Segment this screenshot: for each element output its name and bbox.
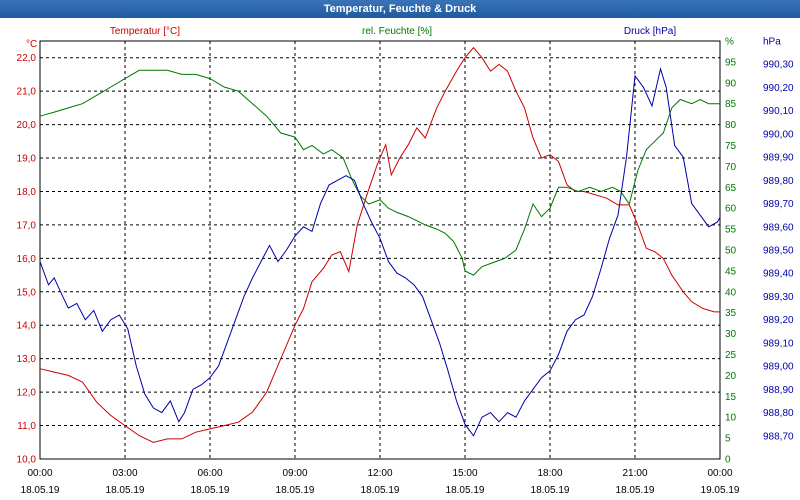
temperature-tick-label: 10,0 xyxy=(17,455,37,466)
humidity-tick-label: 90 xyxy=(725,78,737,89)
pressure-axis-title: Druck [hPa] xyxy=(624,26,676,37)
humidity-tick-label: 40 xyxy=(725,287,737,298)
humidity-tick-label: 25 xyxy=(725,350,737,361)
pressure-tick-label: 989,40 xyxy=(763,269,794,280)
x-tick-date: 18.05.19 xyxy=(276,485,315,496)
humidity-tick-label: 20 xyxy=(725,371,737,382)
humidity-tick-label: 50 xyxy=(725,246,737,257)
temperature-tick-label: 20,0 xyxy=(17,120,37,131)
tick-labels: 00:00 18.05.19 03:00 18.05.19 06:00 18.05.19 0… xyxy=(17,37,794,497)
temperature-tick-label: 13,0 xyxy=(17,354,37,365)
humidity-tick-label: 65 xyxy=(725,183,737,194)
pressure-tick-label: 989,90 xyxy=(763,153,794,164)
pressure-tick-label: 988,80 xyxy=(763,408,794,419)
pressure-tick-label: 989,10 xyxy=(763,338,794,349)
x-tick-time: 00:00 xyxy=(27,468,52,479)
window-title: Temperatur, Feuchte & Druck xyxy=(0,0,800,18)
x-tick-time: 12:00 xyxy=(367,468,392,479)
x-tick-time: 15:00 xyxy=(452,468,477,479)
pressure-tick-label: 989,60 xyxy=(763,222,794,233)
x-tick-time: 06:00 xyxy=(197,468,222,479)
humidity-tick-label: 85 xyxy=(725,99,737,110)
x-tick-date: 18.05.19 xyxy=(106,485,145,496)
pressure-tick-label: 988,90 xyxy=(763,385,794,396)
humidity-series-line xyxy=(39,69,720,276)
humidity-tick-label: 0 xyxy=(725,455,731,466)
temperature-unit-label: °C xyxy=(26,39,37,50)
humidity-tick-label: 80 xyxy=(725,120,737,131)
pressure-tick-label: 989,00 xyxy=(763,362,794,373)
x-tick-date: 18.05.19 xyxy=(21,485,60,496)
x-tick-time: 00:00 xyxy=(707,468,732,479)
pressure-tick-label: 990,00 xyxy=(763,129,794,140)
axis-titles: Temperatur [°C] rel. Feuchte [%] Druck [… xyxy=(26,26,676,50)
plot-border xyxy=(39,40,721,460)
x-tick-date: 19.05.19 xyxy=(701,485,740,496)
humidity-tick-label: 5 xyxy=(725,434,731,445)
pressure-tick-label: 989,50 xyxy=(763,246,794,257)
pressure-tick-label: hPa xyxy=(763,37,781,48)
humidity-tick-label: 60 xyxy=(725,204,737,215)
temperature-tick-label: 21,0 xyxy=(17,87,37,98)
humidity-tick-label: 30 xyxy=(725,329,737,340)
temperature-tick-label: 14,0 xyxy=(17,321,37,332)
x-tick-date: 18.05.19 xyxy=(616,485,655,496)
temperature-tick-label: 19,0 xyxy=(17,154,37,165)
temperature-tick-label: 11,0 xyxy=(17,421,36,432)
temperature-tick-label: 18,0 xyxy=(17,187,37,198)
x-tick-date: 18.05.19 xyxy=(361,485,400,496)
series-lines xyxy=(39,46,721,443)
pressure-tick-label: 988,70 xyxy=(763,431,794,442)
temperature-tick-label: 17,0 xyxy=(17,220,37,231)
temperature-tick-label: 16,0 xyxy=(17,254,37,265)
pressure-tick-label: 990,10 xyxy=(763,106,794,117)
temperature-axis-title: Temperatur [°C] xyxy=(110,26,180,37)
humidity-tick-label: 10 xyxy=(725,413,737,424)
humidity-tick-label: 45 xyxy=(725,266,737,277)
pressure-series-line xyxy=(39,66,721,437)
humidity-tick-label: 95 xyxy=(725,57,737,68)
x-tick-date: 18.05.19 xyxy=(446,485,485,496)
x-tick-time: 09:00 xyxy=(282,468,307,479)
grid-lines xyxy=(40,41,720,459)
plot-frame xyxy=(39,40,721,460)
pressure-tick-label: 989,30 xyxy=(763,292,794,303)
x-tick-time: 03:00 xyxy=(112,468,137,479)
x-tick-date: 18.05.19 xyxy=(191,485,230,496)
humidity-tick-label: 70 xyxy=(725,162,737,173)
humidity-tick-label: 75 xyxy=(725,141,737,152)
temperature-tick-label: 22,0 xyxy=(17,53,37,64)
pressure-tick-label: 990,20 xyxy=(763,83,794,94)
x-tick-date: 18.05.19 xyxy=(531,485,570,496)
temperature-tick-label: 15,0 xyxy=(17,287,37,298)
humidity-tick-label: 15 xyxy=(725,392,737,403)
humidity-tick-label: 55 xyxy=(725,225,737,236)
pressure-tick-label: 989,20 xyxy=(763,315,794,326)
pressure-tick-label: 990,30 xyxy=(763,60,794,71)
humidity-tick-label: 35 xyxy=(725,308,737,319)
humidity-axis-title: rel. Feuchte [%] xyxy=(362,26,432,37)
x-tick-time: 21:00 xyxy=(622,468,647,479)
humidity-tick-label: % xyxy=(725,37,734,48)
x-tick-time: 18:00 xyxy=(537,468,562,479)
pressure-tick-label: 989,70 xyxy=(763,199,794,210)
temperature-tick-label: 12,0 xyxy=(17,388,37,399)
pressure-tick-label: 989,80 xyxy=(763,176,794,187)
